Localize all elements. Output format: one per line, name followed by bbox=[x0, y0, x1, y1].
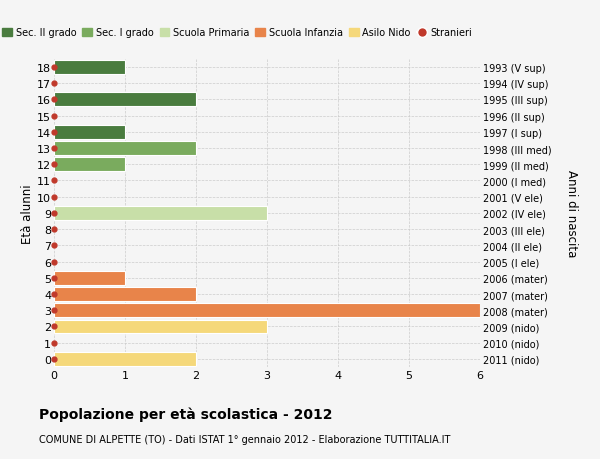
Bar bbox=[54, 142, 196, 156]
Bar bbox=[54, 352, 196, 366]
Bar bbox=[54, 158, 125, 172]
Bar bbox=[54, 93, 196, 107]
Bar bbox=[54, 304, 480, 318]
Text: Popolazione per età scolastica - 2012: Popolazione per età scolastica - 2012 bbox=[39, 406, 332, 421]
Bar bbox=[54, 207, 267, 220]
Legend: Sec. II grado, Sec. I grado, Scuola Primaria, Scuola Infanzia, Asilo Nido, Stran: Sec. II grado, Sec. I grado, Scuola Prim… bbox=[0, 24, 476, 42]
Bar bbox=[54, 126, 125, 140]
Y-axis label: Anni di nascita: Anni di nascita bbox=[565, 170, 578, 257]
Y-axis label: Età alunni: Età alunni bbox=[22, 184, 34, 243]
Bar bbox=[54, 61, 125, 75]
Bar bbox=[54, 320, 267, 334]
Text: COMUNE DI ALPETTE (TO) - Dati ISTAT 1° gennaio 2012 - Elaborazione TUTTITALIA.IT: COMUNE DI ALPETTE (TO) - Dati ISTAT 1° g… bbox=[39, 434, 451, 444]
Bar bbox=[54, 287, 196, 301]
Bar bbox=[54, 271, 125, 285]
